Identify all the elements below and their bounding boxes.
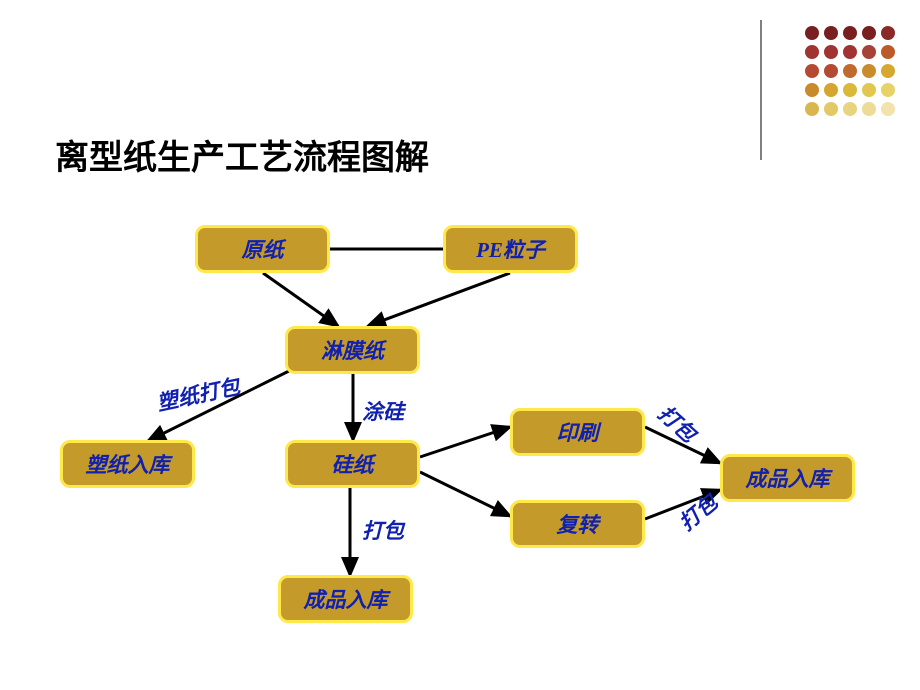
decoration-dot bbox=[881, 64, 895, 78]
page-title: 离型纸生产工艺流程图解 bbox=[55, 130, 429, 179]
decoration-dot bbox=[881, 45, 895, 59]
decoration-dot bbox=[881, 26, 895, 40]
flow-node-silicon: 硅纸 bbox=[285, 440, 420, 488]
decoration-dot bbox=[843, 45, 857, 59]
flow-edge-label: 打包 bbox=[652, 398, 703, 448]
decoration-dot bbox=[805, 26, 819, 40]
decoration-dot bbox=[843, 64, 857, 78]
decoration-dot bbox=[881, 83, 895, 97]
decoration-dot bbox=[843, 26, 857, 40]
flow-node-coat: 淋膜纸 bbox=[285, 326, 420, 374]
decoration-dot bbox=[862, 26, 876, 40]
decoration-dot bbox=[881, 102, 895, 116]
flow-edge bbox=[263, 273, 338, 326]
title-divider bbox=[760, 20, 762, 160]
decoration-dot bbox=[862, 83, 876, 97]
decoration-dot bbox=[862, 64, 876, 78]
flow-node-pe: PE粒子 bbox=[443, 225, 578, 273]
decoration-dot bbox=[824, 83, 838, 97]
flow-edge-label: 打包 bbox=[362, 515, 404, 545]
decoration-dot bbox=[805, 64, 819, 78]
flow-edge bbox=[368, 273, 510, 326]
flow-edge-label: 涂硅 bbox=[362, 396, 404, 426]
flow-node-print: 印刷 bbox=[510, 408, 645, 456]
decoration-dot bbox=[824, 45, 838, 59]
flow-edge-label: 打包 bbox=[672, 487, 723, 537]
decoration-dot bbox=[824, 26, 838, 40]
decoration-dot bbox=[805, 83, 819, 97]
flow-node-plastic: 塑纸入库 bbox=[60, 440, 195, 488]
decoration-dot bbox=[843, 83, 857, 97]
flow-node-raw: 原纸 bbox=[195, 225, 330, 273]
decoration-dot bbox=[824, 102, 838, 116]
flow-node-rewind: 复转 bbox=[510, 500, 645, 548]
decoration-dot bbox=[862, 45, 876, 59]
decoration-dot bbox=[805, 102, 819, 116]
decoration-dot bbox=[805, 45, 819, 59]
flowchart-edges bbox=[0, 0, 920, 690]
flow-node-fin2: 成品入库 bbox=[278, 575, 413, 623]
flow-node-fin1: 成品入库 bbox=[720, 454, 855, 502]
flow-edge-label: 塑纸打包 bbox=[154, 371, 242, 418]
flow-edge bbox=[420, 472, 510, 516]
flow-edge bbox=[420, 427, 510, 457]
decoration-dot bbox=[843, 102, 857, 116]
decoration-dot bbox=[824, 64, 838, 78]
decoration-dot bbox=[862, 102, 876, 116]
